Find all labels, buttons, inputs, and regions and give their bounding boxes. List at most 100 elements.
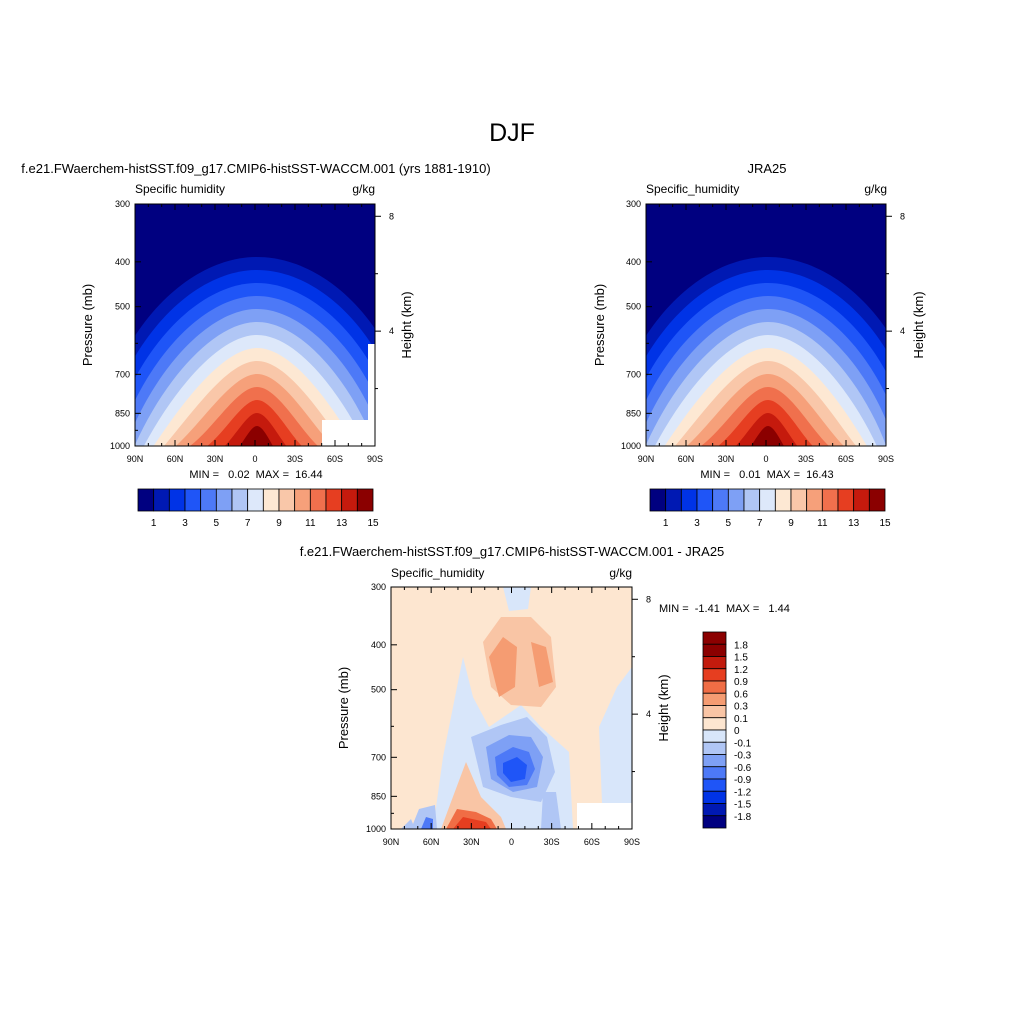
figure-title: DJF	[489, 119, 535, 147]
panel-model: f.e21.FWaerchem-histSST.f09_g17.CMIP6-hi…	[21, 161, 490, 529]
y-tick-label: 1000	[621, 441, 641, 451]
x-tick-label: 90S	[367, 454, 383, 464]
contour-fill	[453, 817, 491, 829]
y-tick-label: 400	[115, 257, 130, 267]
panel-title: JRA25	[747, 161, 786, 176]
y-tick-label: 400	[626, 257, 641, 267]
y-tick-label: 850	[626, 408, 641, 418]
x-tick-label: 60N	[423, 837, 440, 847]
colorbar-swatch	[702, 790, 727, 804]
colorbar-label: 5	[726, 518, 732, 529]
y2-tick-label: 4	[389, 326, 394, 336]
contour-fill	[421, 817, 433, 829]
y-tick-label: 500	[115, 302, 130, 312]
colorbar-swatch	[702, 803, 727, 817]
colorbar-label: 9	[788, 518, 794, 529]
colorbar-label: 9	[276, 518, 282, 529]
panel-title: f.e21.FWaerchem-histSST.f09_g17.CMIP6-hi…	[300, 544, 725, 559]
x-tick-label: 30N	[463, 837, 480, 847]
x-tick-label: 60S	[327, 454, 343, 464]
y2-tick-label: 8	[900, 211, 905, 221]
colorbar-swatch	[294, 488, 311, 512]
colorbar-label: 7	[245, 518, 251, 529]
x-tick-label: 60N	[678, 454, 695, 464]
y-axis-label: Pressure (mb)	[592, 284, 607, 366]
colorbar-swatch	[702, 631, 727, 645]
colorbar-swatch	[696, 488, 714, 512]
x-tick-label: 60S	[838, 454, 854, 464]
colorbar-swatch	[262, 488, 280, 512]
colorbar-swatch	[702, 729, 727, 743]
colorbar-label: 1	[151, 518, 157, 529]
colorbar-swatch	[702, 705, 727, 719]
y2-tick-label: 4	[900, 326, 905, 336]
units-label: g/kg	[352, 182, 375, 196]
colorbar-swatch	[806, 488, 823, 512]
colorbar-label: 0.6	[734, 689, 748, 700]
colorbar-swatch	[837, 488, 855, 512]
min-max-stats: MIN = 0.02 MAX = 16.44	[189, 469, 322, 481]
plot-field	[135, 204, 375, 446]
x-tick-label: 60N	[167, 454, 184, 464]
y2-tick-label: 8	[389, 211, 394, 221]
colorbar-swatch	[702, 815, 727, 829]
contour-fill	[503, 587, 531, 611]
colorbar-swatch	[680, 488, 698, 512]
colorbar-swatch	[309, 488, 327, 512]
colorbar-swatch	[215, 488, 233, 512]
colorbar-label: 0.9	[734, 677, 748, 688]
colorbar-label: -0.9	[734, 775, 752, 786]
colorbar-swatch	[702, 656, 727, 670]
missing-data	[368, 344, 375, 420]
y-tick-label: 300	[371, 582, 386, 592]
colorbar-label: 11	[305, 518, 316, 529]
colorbar-label: -0.6	[734, 763, 752, 774]
x-tick-label: 60S	[584, 837, 600, 847]
colorbar-label: 1.2	[734, 665, 748, 676]
min-max-stats: MIN = 0.01 MAX = 16.43	[700, 469, 833, 481]
colorbar-swatch	[702, 692, 727, 706]
colorbar-label: 15	[367, 518, 379, 529]
colorbar-label: 13	[336, 518, 348, 529]
units-label: g/kg	[864, 182, 887, 196]
colorbar-label: 1	[663, 518, 669, 529]
colorbar-swatch	[853, 488, 870, 512]
colorbar-swatch	[790, 488, 808, 512]
colorbar-label: 3	[694, 518, 700, 529]
colorbar-swatch	[759, 488, 776, 512]
plot-field	[646, 204, 886, 446]
colorbar-label: 0.3	[734, 702, 748, 713]
colorbar-label: 7	[757, 518, 763, 529]
y2-axis-label: Height (km)	[911, 291, 926, 358]
colorbar-swatch	[727, 488, 745, 512]
colorbar-swatch	[702, 741, 727, 755]
variable-label: Specific humidity	[135, 182, 225, 196]
colorbar-swatch	[702, 668, 727, 682]
y-axis-label: Pressure (mb)	[80, 284, 95, 366]
variable-label: Specific_humidity	[646, 182, 739, 196]
colorbar-swatch	[702, 754, 727, 768]
panel-title: f.e21.FWaerchem-histSST.f09_g17.CMIP6-hi…	[21, 161, 490, 176]
y-tick-label: 500	[626, 302, 641, 312]
colorbar-swatch	[743, 488, 761, 512]
colorbar-swatch	[200, 488, 217, 512]
colorbar-swatch	[231, 488, 249, 512]
y-tick-label: 700	[115, 369, 130, 379]
colorbar-swatch	[137, 488, 155, 512]
colorbar-label: 1.5	[734, 653, 748, 664]
colorbar-swatch	[325, 488, 343, 512]
colorbar-label: -1.8	[734, 812, 752, 823]
colorbar-label: -0.1	[734, 738, 752, 749]
colorbar-swatch	[356, 488, 374, 512]
y-tick-label: 850	[371, 791, 386, 801]
colorbar-swatch	[821, 488, 839, 512]
colorbar-swatch	[702, 717, 727, 731]
panel-difference: f.e21.FWaerchem-histSST.f09_g17.CMIP6-hi…	[300, 544, 790, 847]
plot-field	[391, 587, 632, 829]
y-tick-label: 1000	[110, 441, 130, 451]
colorbar-label: 1.8	[734, 640, 748, 651]
x-tick-label: 90S	[624, 837, 640, 847]
x-tick-label: 0	[763, 454, 768, 464]
x-tick-label: 0	[509, 837, 514, 847]
y-axis-label: Pressure (mb)	[336, 667, 351, 749]
